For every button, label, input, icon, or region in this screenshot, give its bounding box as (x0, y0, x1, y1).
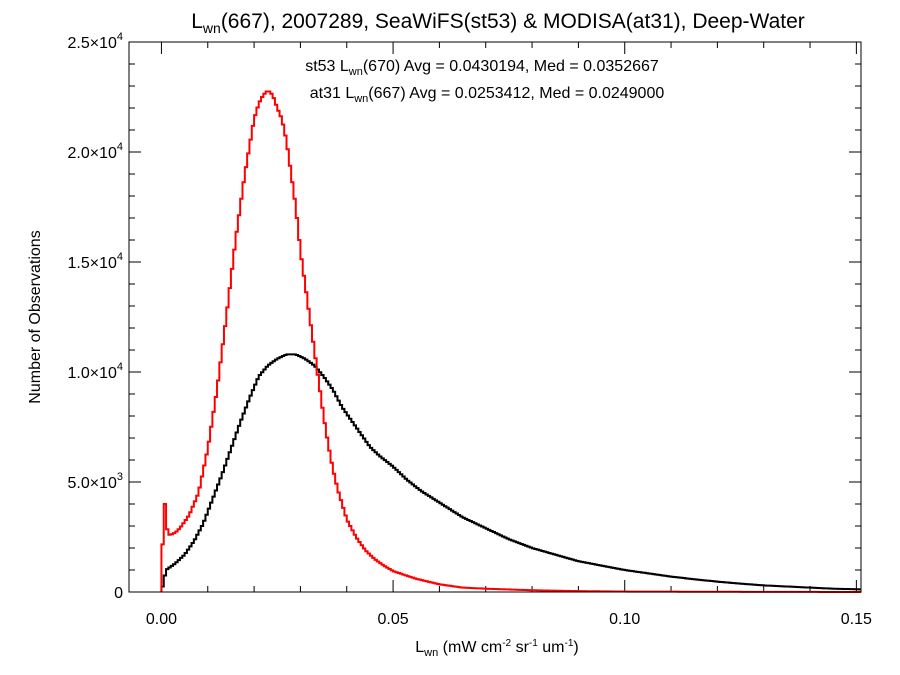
y-axis-label: Number of Observations (27, 230, 44, 403)
series-at31-line (160, 90, 861, 593)
x-axis-label: Lwn (mW cm-2 sr-1 um-1) (415, 638, 578, 659)
y-tick-label: 1.0×104 (67, 361, 123, 382)
x-tick-label: 0.15 (841, 611, 872, 628)
x-tick-label: 0.05 (378, 611, 409, 628)
y-tick-label: 2.5×104 (67, 31, 123, 52)
x-tick-label: 0.00 (146, 611, 177, 628)
axis-ticks (129, 41, 861, 593)
series-layer (160, 90, 861, 593)
y-tick-label: 1.5×104 (67, 251, 123, 272)
y-tick-label: 0 (114, 585, 123, 602)
chart-title: Lwn(667), 2007289, SeaWiFS(st53) & MODIS… (191, 10, 805, 36)
y-tick-label: 5.0×103 (67, 471, 123, 492)
x-tick-label: 0.10 (609, 611, 640, 628)
y-tick-labels: 0 5.0×103 1.0×104 1.5×104 2.0×104 2.5×104 (67, 31, 123, 602)
plot-frame (128, 41, 862, 593)
y-tick-label: 2.0×104 (67, 141, 123, 162)
x-tick-labels: 0.00 0.05 0.10 0.15 (146, 611, 872, 628)
annotation-at31: at31 Lwn(667) Avg = 0.0253412, Med = 0.0… (310, 85, 665, 105)
series-st53-line (160, 353, 861, 592)
annotation-st53: st53 Lwn(670) Avg = 0.0430194, Med = 0.0… (305, 58, 659, 78)
